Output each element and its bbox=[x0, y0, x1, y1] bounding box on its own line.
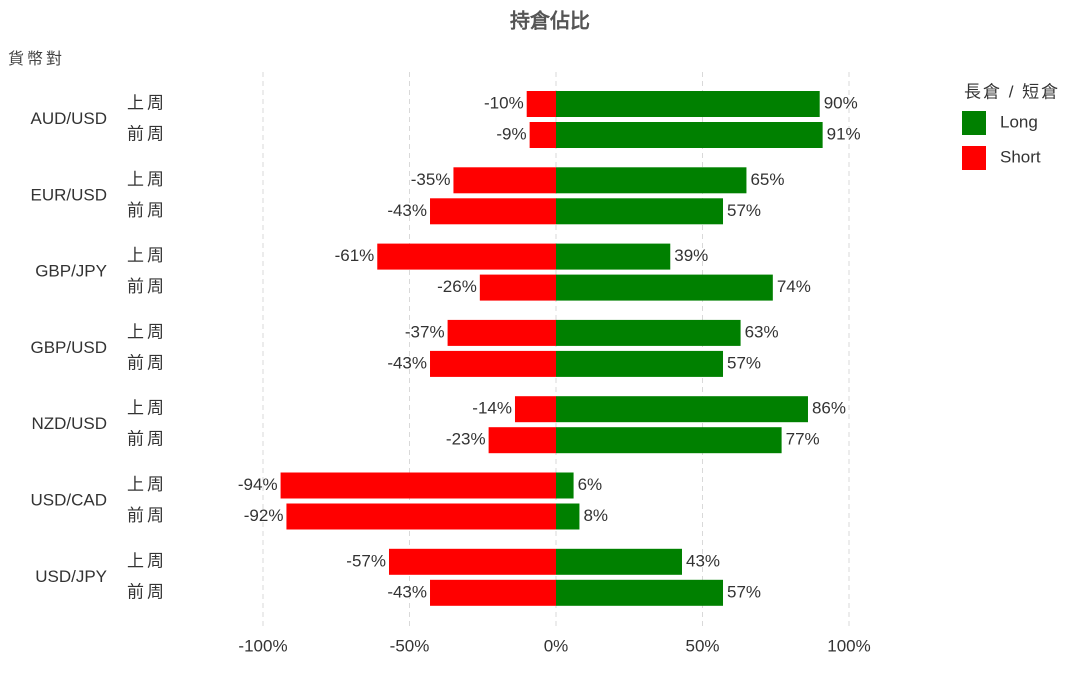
bar bbox=[556, 167, 747, 194]
bar bbox=[556, 548, 682, 575]
bar bbox=[556, 198, 724, 225]
bar bbox=[447, 319, 556, 346]
period-label: 上周 bbox=[127, 322, 167, 341]
value-label: 6% bbox=[578, 475, 603, 494]
bar bbox=[430, 198, 556, 225]
legend-title: 長倉 / 短倉 bbox=[964, 82, 1060, 101]
period-label: 上周 bbox=[127, 93, 167, 112]
legend-label: Short bbox=[1000, 147, 1041, 166]
value-label: 90% bbox=[824, 93, 858, 112]
category-label: NZD/USD bbox=[31, 414, 107, 433]
x-tick-label: -100% bbox=[238, 636, 287, 655]
value-label: 57% bbox=[727, 353, 761, 372]
value-label: -57% bbox=[346, 551, 386, 570]
period-label: 前周 bbox=[127, 582, 167, 601]
bar bbox=[556, 472, 574, 499]
bar bbox=[526, 91, 556, 117]
bar bbox=[488, 427, 556, 454]
value-label: -9% bbox=[496, 124, 526, 143]
value-label: -61% bbox=[335, 246, 375, 265]
value-label: 57% bbox=[727, 201, 761, 220]
period-label: 前周 bbox=[127, 201, 167, 220]
bar bbox=[430, 579, 556, 606]
period-label: 上周 bbox=[127, 551, 167, 570]
x-tick-label: 100% bbox=[827, 636, 870, 655]
period-label: 前周 bbox=[127, 430, 167, 449]
value-label: -10% bbox=[484, 93, 524, 112]
value-label: -94% bbox=[238, 475, 278, 494]
value-label: -43% bbox=[387, 201, 427, 220]
value-label: 65% bbox=[750, 170, 784, 189]
y-axis-label: 貨幣對 bbox=[8, 50, 65, 68]
period-label: 上周 bbox=[127, 246, 167, 265]
value-label: -14% bbox=[472, 399, 512, 418]
value-label: 57% bbox=[727, 582, 761, 601]
bar bbox=[556, 579, 724, 606]
value-label: -92% bbox=[244, 506, 284, 525]
legend-swatch bbox=[962, 146, 986, 170]
bar bbox=[479, 274, 556, 301]
period-label: 上周 bbox=[127, 475, 167, 494]
bar bbox=[388, 548, 556, 575]
chart-title: 持倉佔比 bbox=[510, 8, 590, 32]
period-label: 前周 bbox=[127, 124, 167, 143]
x-tick-label: -50% bbox=[390, 636, 430, 655]
bar bbox=[453, 167, 556, 194]
legend-label: Long bbox=[1000, 112, 1038, 131]
value-label: -43% bbox=[387, 353, 427, 372]
category-label: EUR/USD bbox=[30, 185, 107, 204]
bar bbox=[556, 396, 808, 423]
period-label: 前周 bbox=[127, 506, 167, 525]
bar bbox=[529, 122, 556, 148]
value-label: 91% bbox=[827, 124, 861, 143]
bar bbox=[286, 503, 556, 530]
bar bbox=[556, 243, 671, 270]
bar bbox=[556, 91, 820, 117]
period-label: 上周 bbox=[127, 170, 167, 189]
x-tick-label: 50% bbox=[685, 636, 719, 655]
value-label: 77% bbox=[786, 430, 820, 449]
bar bbox=[556, 319, 741, 346]
value-label: 8% bbox=[583, 506, 608, 525]
value-label: -37% bbox=[405, 322, 445, 341]
period-label: 前周 bbox=[127, 277, 167, 296]
value-label: -35% bbox=[411, 170, 451, 189]
value-label: 43% bbox=[686, 551, 720, 570]
period-label: 上周 bbox=[127, 399, 167, 418]
category-label: USD/CAD bbox=[30, 490, 107, 509]
bar bbox=[430, 350, 556, 377]
bar bbox=[556, 122, 823, 148]
value-label: 39% bbox=[674, 246, 708, 265]
bar bbox=[556, 350, 724, 377]
value-label: -26% bbox=[437, 277, 477, 296]
bar bbox=[556, 427, 782, 454]
value-label: 74% bbox=[777, 277, 811, 296]
category-label: AUD/USD bbox=[30, 109, 107, 128]
bar bbox=[556, 274, 773, 301]
value-label: 86% bbox=[812, 399, 846, 418]
bar bbox=[514, 396, 556, 423]
value-label: -43% bbox=[387, 582, 427, 601]
category-label: GBP/JPY bbox=[35, 262, 107, 281]
value-label: 63% bbox=[745, 322, 779, 341]
bar bbox=[556, 503, 580, 530]
period-label: 前周 bbox=[127, 353, 167, 372]
bar bbox=[377, 243, 556, 270]
category-label: GBP/USD bbox=[30, 338, 107, 357]
legend-swatch bbox=[962, 111, 986, 135]
x-tick-label: 0% bbox=[544, 636, 569, 655]
bar bbox=[280, 472, 556, 499]
value-label: -23% bbox=[446, 430, 486, 449]
category-label: USD/JPY bbox=[35, 567, 107, 586]
